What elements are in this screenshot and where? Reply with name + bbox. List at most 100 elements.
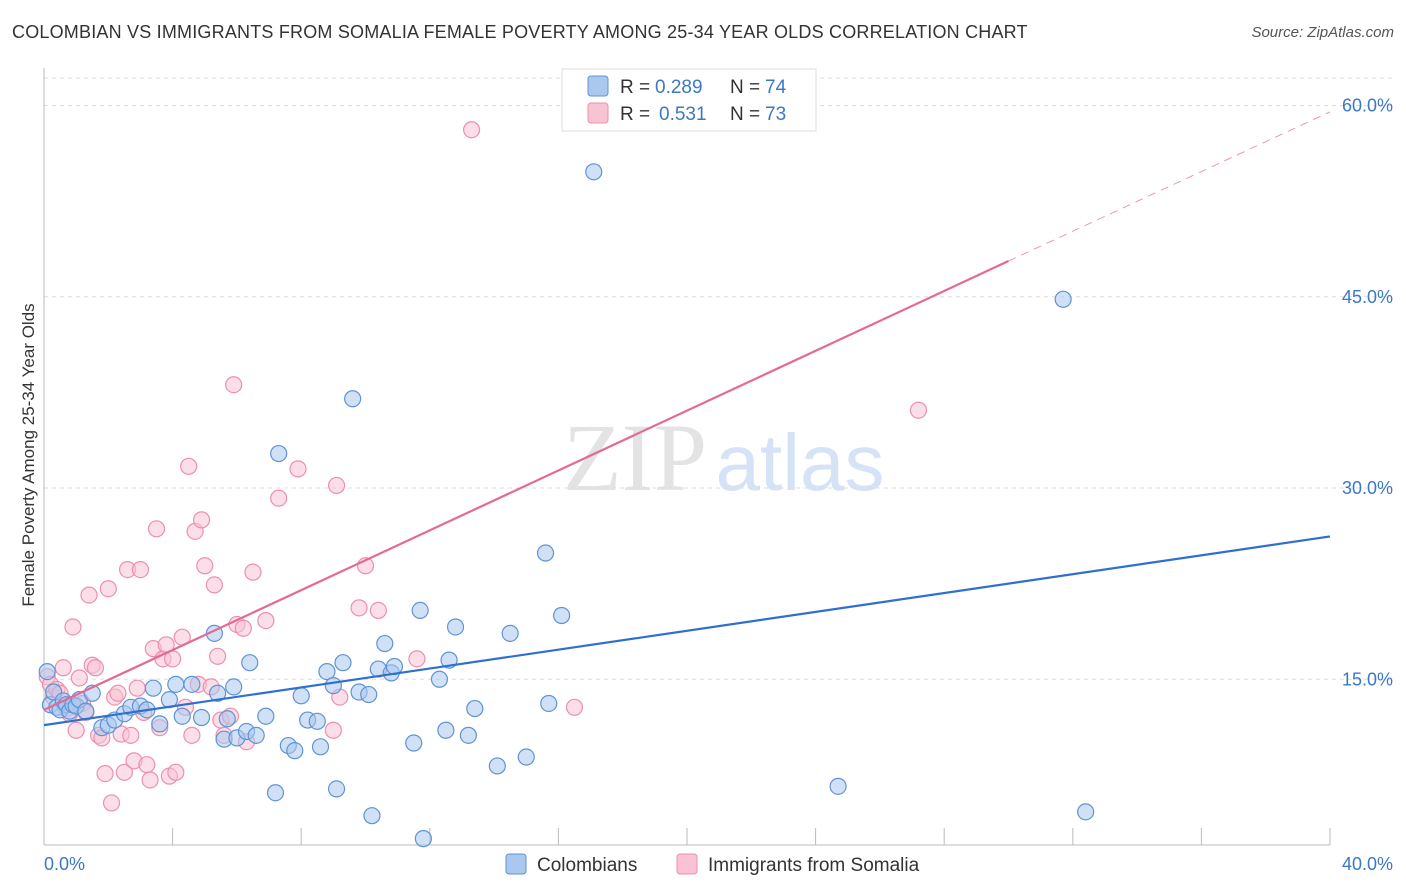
somalia-point xyxy=(122,726,140,744)
colombians-point xyxy=(334,654,352,672)
colombians-point xyxy=(829,777,847,795)
somalia-point xyxy=(350,599,368,617)
colombians-point xyxy=(1054,290,1072,308)
somalia-point xyxy=(289,460,307,478)
grid-lines xyxy=(44,77,1393,680)
colombians-point xyxy=(270,444,288,463)
somalia-point xyxy=(86,659,105,677)
bottom-legend-colombians: Colombians xyxy=(537,855,637,876)
somalia-point xyxy=(324,721,342,739)
colombians-point xyxy=(376,634,394,653)
colombians-point xyxy=(257,707,275,725)
somalia-point xyxy=(225,376,243,394)
colombians-point xyxy=(488,757,506,775)
bottom-legend-somalia: Immigrants from Somalia xyxy=(708,855,920,876)
somalia-point xyxy=(408,650,426,668)
somalia-point xyxy=(138,756,156,774)
somalia-point xyxy=(369,601,387,620)
legend-swatch-colombians xyxy=(587,75,609,97)
colombians-point xyxy=(266,784,285,802)
colombians-point xyxy=(585,163,603,181)
colombians-point xyxy=(324,677,342,695)
colombians-point xyxy=(459,726,477,744)
colombians-point xyxy=(167,675,185,693)
colombians-point xyxy=(466,699,484,718)
legend-n-label-1: N = xyxy=(730,77,760,98)
legend-n-value-2: 73 xyxy=(765,104,786,125)
somalia-point xyxy=(99,580,117,598)
colombians-point xyxy=(183,675,201,693)
colombians-point xyxy=(311,738,330,756)
colombians-point xyxy=(430,670,449,688)
somalia-point xyxy=(565,698,584,716)
somalia-point xyxy=(141,771,159,789)
watermark-atlas: atlas xyxy=(716,418,885,507)
somalia-point xyxy=(234,619,252,637)
somalia-point xyxy=(102,794,121,812)
colombians-point xyxy=(225,678,243,696)
colombians-point xyxy=(241,654,259,672)
y-tick-label: 15.0% xyxy=(1342,669,1393,689)
somalia-point xyxy=(909,401,928,419)
somalia-point xyxy=(183,726,201,744)
somalia-point xyxy=(462,121,481,139)
legend-r-label-1: R = xyxy=(620,77,650,98)
colombians-point xyxy=(192,708,211,727)
somalia-point xyxy=(192,511,211,529)
y-axis-label: Female Poverty Among 25-34 Year Olds xyxy=(19,303,38,606)
somalia-point xyxy=(205,576,223,594)
series-legend: Colombians Immigrants from Somalia xyxy=(505,853,920,876)
colombians-trend-line xyxy=(43,535,1331,727)
chart-source: Source: ZipAtlas.com xyxy=(1251,24,1394,41)
somalia-point xyxy=(96,764,114,783)
legend-r-label-2: R = xyxy=(620,104,650,125)
colombians-point xyxy=(517,748,535,766)
bottom-swatch-somalia xyxy=(676,853,698,875)
trend-lines xyxy=(43,111,1331,727)
somalia-point xyxy=(167,763,185,781)
somalia-trend-extension xyxy=(1008,111,1331,262)
colombians-point xyxy=(501,624,519,642)
colombians-point xyxy=(151,715,169,733)
somalia-point xyxy=(115,763,133,781)
somalia-point xyxy=(54,659,72,677)
somalia-point xyxy=(209,647,227,665)
colombians-points xyxy=(38,163,1095,848)
colombians-point xyxy=(308,712,326,730)
colombians-point xyxy=(292,687,310,705)
colombians-point xyxy=(363,807,381,825)
colombians-point xyxy=(144,679,162,697)
x-tick-label-max: 40.0% xyxy=(1342,854,1393,874)
chart-title: COLOMBIAN VS IMMIGRANTS FROM SOMALIA FEM… xyxy=(12,22,1028,42)
correlation-legend: R = 0.289 N = 74 R = 0.531 N = 73 xyxy=(561,68,817,132)
axes xyxy=(43,68,1331,846)
bottom-swatch-colombians xyxy=(505,853,527,875)
legend-r-value-1: 0.289 xyxy=(655,77,703,98)
y-tick-label: 60.0% xyxy=(1342,96,1393,116)
somalia-point xyxy=(244,563,262,581)
colombians-point xyxy=(536,544,555,562)
colombians-point xyxy=(414,830,432,848)
colombians-point xyxy=(318,662,336,681)
colombians-point xyxy=(247,726,265,744)
legend-swatch-somalia xyxy=(587,102,609,124)
colombians-point xyxy=(405,734,423,752)
colombians-point xyxy=(446,618,465,636)
colombians-point xyxy=(286,742,304,760)
somalia-point xyxy=(147,520,166,538)
colombians-point xyxy=(327,780,346,798)
somalia-point xyxy=(80,586,98,604)
legend-n-value-1: 74 xyxy=(765,77,787,98)
somalia-trend-line xyxy=(43,260,1009,711)
colombians-point xyxy=(411,601,429,620)
y-tick-labels: 15.0% 30.0% 45.0% 60.0% xyxy=(1342,96,1393,690)
somalia-point xyxy=(270,489,288,507)
colombians-point xyxy=(218,710,236,728)
colombians-point xyxy=(1077,803,1095,821)
somalia-point xyxy=(180,457,198,475)
colombians-point xyxy=(437,721,455,739)
somalia-point xyxy=(327,476,346,495)
y-tick-label: 45.0% xyxy=(1342,287,1393,307)
somalia-point xyxy=(109,684,127,702)
